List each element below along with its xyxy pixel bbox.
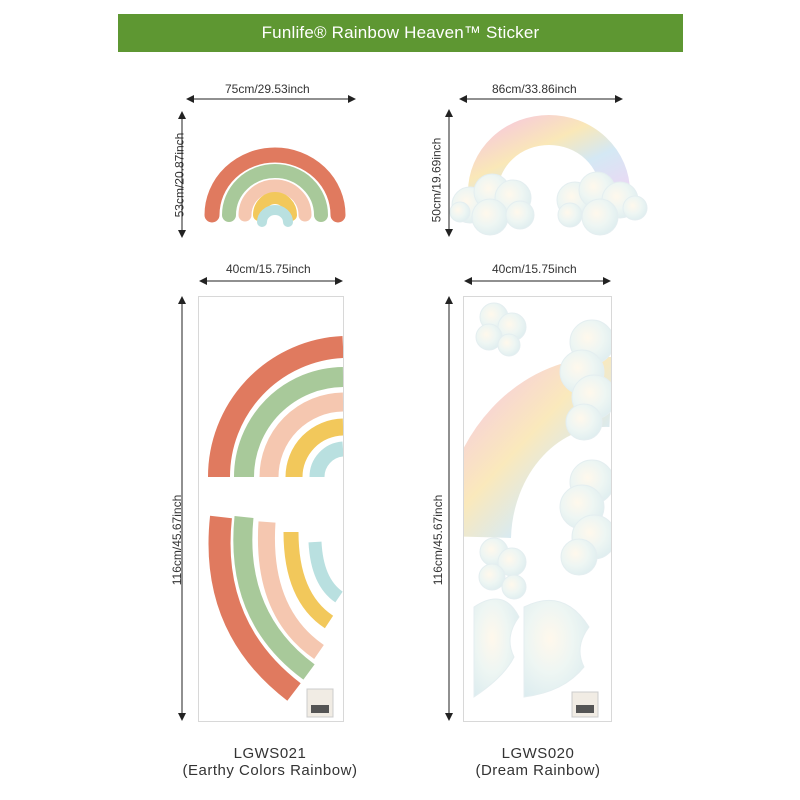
- left-top-dimension-arrows: [178, 95, 356, 721]
- left-sheet-art: [207, 336, 345, 718]
- left-sticker-sheet: [198, 296, 345, 722]
- right-top-width-label: 86cm/33.86inch: [492, 82, 577, 96]
- right-product-caption: LGWS020 (Dream Rainbow): [418, 745, 658, 779]
- title-banner: Funlife® Rainbow Heaven™ Sticker: [118, 14, 683, 52]
- dream-rainbow-preview: [449, 115, 648, 236]
- left-product-name: (Earthy Colors Rainbow): [182, 762, 358, 779]
- left-product-caption: LGWS021 (Earthy Colors Rainbow): [150, 745, 390, 779]
- right-sheet-art: [441, 302, 617, 718]
- right-product-name: (Dream Rainbow): [475, 762, 601, 779]
- banner-title: Funlife® Rainbow Heaven™ Sticker: [261, 23, 540, 42]
- left-top-width-label: 75cm/29.53inch: [225, 82, 310, 96]
- right-dimension-arrows: [445, 95, 623, 721]
- right-sticker-sheet: [441, 296, 617, 722]
- left-sheet-width-label: 40cm/15.75inch: [226, 262, 311, 276]
- earthy-rainbow-preview: [204, 147, 346, 227]
- right-product-code: LGWS020: [501, 745, 575, 762]
- left-product-code: LGWS021: [233, 745, 307, 762]
- right-sheet-width-label: 40cm/15.75inch: [492, 262, 577, 276]
